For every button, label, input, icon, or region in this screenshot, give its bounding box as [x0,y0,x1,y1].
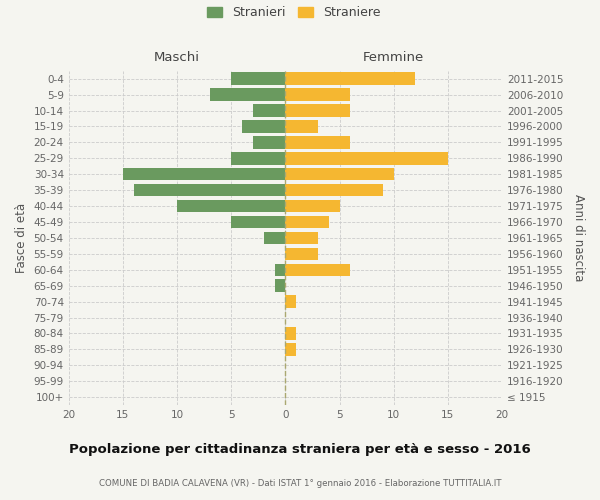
Bar [286,168,394,180]
Bar [286,136,350,148]
Bar [177,200,286,212]
Bar [275,280,286,292]
Legend: Stranieri, Straniere: Stranieri, Straniere [207,6,381,19]
Bar [286,232,318,244]
Bar [286,104,350,117]
Bar [253,136,286,148]
Bar [134,184,286,196]
Text: Maschi: Maschi [154,51,200,64]
Bar [286,152,448,164]
Bar [242,120,286,132]
Bar [286,264,350,276]
Bar [286,343,296,355]
Text: Femmine: Femmine [363,51,424,64]
Bar [286,120,318,132]
Bar [286,200,340,212]
Bar [209,88,286,101]
Bar [263,232,286,244]
Bar [286,216,329,228]
Text: COMUNE DI BADIA CALAVENA (VR) - Dati ISTAT 1° gennaio 2016 - Elaborazione TUTTIT: COMUNE DI BADIA CALAVENA (VR) - Dati IST… [99,479,501,488]
Y-axis label: Anni di nascita: Anni di nascita [572,194,585,282]
Bar [231,152,286,164]
Y-axis label: Fasce di età: Fasce di età [15,203,28,273]
Bar [286,248,318,260]
Bar [286,72,415,85]
Bar [231,216,286,228]
Bar [123,168,286,180]
Text: Popolazione per cittadinanza straniera per età e sesso - 2016: Popolazione per cittadinanza straniera p… [69,442,531,456]
Bar [286,88,350,101]
Bar [253,104,286,117]
Bar [275,264,286,276]
Bar [231,72,286,85]
Bar [286,296,296,308]
Bar [286,184,383,196]
Bar [286,328,296,340]
